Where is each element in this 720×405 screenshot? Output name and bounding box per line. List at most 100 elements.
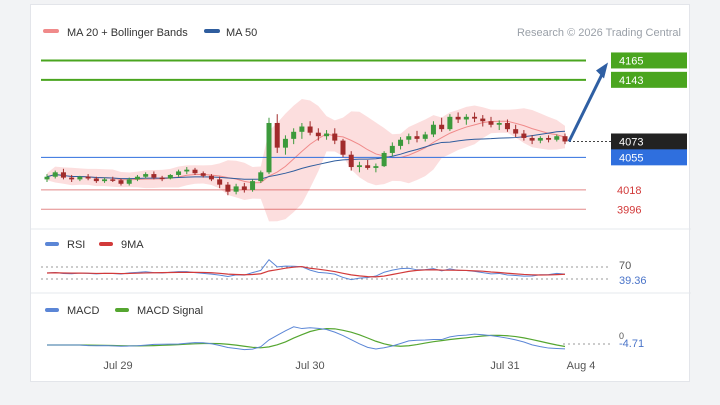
candle	[414, 136, 420, 139]
candle	[430, 124, 436, 135]
last-price-label: 4073	[619, 136, 643, 148]
candle	[348, 154, 354, 168]
main-legend: MA 20 + Bollinger Bands MA 50 Research ©…	[43, 27, 681, 39]
candle	[151, 174, 157, 178]
macd-last-value: -4.71	[619, 338, 644, 350]
support-price-label: 4018	[617, 185, 641, 197]
candle	[332, 133, 338, 141]
x-tick-label: Jul 31	[490, 360, 519, 372]
candle	[184, 169, 190, 172]
macd-legend-swatch	[45, 308, 59, 312]
ma50-legend-swatch	[204, 29, 220, 33]
chart-panel: MA 20 + Bollinger Bands MA 50 Research ©…	[30, 4, 691, 382]
support-price-label: 4055	[619, 152, 643, 164]
candle	[250, 181, 256, 190]
rsi-panel	[41, 259, 611, 281]
candle	[258, 172, 264, 182]
candle	[208, 175, 214, 180]
x-tick-label: Jul 30	[295, 360, 324, 372]
candle	[299, 126, 305, 132]
candle	[143, 174, 149, 177]
candle	[315, 132, 321, 137]
candle	[200, 173, 206, 176]
candle	[340, 140, 346, 155]
candle	[176, 171, 182, 175]
x-tick-label: Aug 4	[567, 360, 596, 372]
candle	[233, 186, 239, 192]
candle	[77, 176, 83, 180]
resistance-price-label: 4165	[619, 55, 643, 67]
rsi-9ma-legend-swatch	[99, 242, 113, 246]
x-axis: Jul 29 Jul 30 Jul 31 Aug 4	[103, 360, 595, 372]
last-price-tag	[611, 133, 687, 150]
candle	[324, 133, 330, 137]
rsi-legend-swatch	[45, 242, 59, 246]
candle	[282, 138, 288, 148]
candle	[521, 133, 527, 138]
candle	[134, 176, 140, 180]
candle	[192, 169, 198, 174]
candle	[167, 174, 173, 179]
candle	[447, 116, 453, 130]
rsi-9ma-line	[46, 265, 566, 278]
macd-line	[47, 326, 566, 351]
macd-legend: MACD MACD Signal	[45, 305, 203, 317]
ma20-legend-swatch	[43, 29, 59, 33]
candle	[373, 166, 379, 168]
rsi-legend-label: RSI	[67, 239, 85, 251]
candle	[389, 145, 395, 153]
candle	[307, 126, 313, 133]
ma20-legend-label: MA 20 + Bollinger Bands	[67, 27, 188, 39]
candle	[529, 137, 535, 141]
candle	[93, 178, 99, 182]
candle	[398, 139, 404, 146]
candle	[480, 118, 486, 122]
macd-level-label: 0	[619, 331, 624, 341]
candle	[488, 121, 494, 125]
candle	[274, 122, 280, 148]
candle	[291, 131, 297, 139]
price-chart: MA 20 + Bollinger Bands MA 50 Research ©…	[31, 27, 691, 372]
macd-signal-legend-label: MACD Signal	[137, 305, 203, 317]
candle	[381, 152, 387, 167]
candle	[562, 136, 568, 142]
forecast-arrow-shaft	[567, 73, 604, 143]
candle	[422, 134, 428, 139]
ma20-line	[46, 120, 566, 184]
resistance-price-tag	[611, 71, 687, 88]
macd-signal-legend-swatch	[115, 308, 129, 312]
ma50-line	[46, 130, 566, 180]
macd-signal-line	[47, 328, 566, 349]
candle	[537, 137, 543, 141]
candle	[365, 165, 371, 168]
support-price-label: 3996	[617, 204, 641, 216]
candle	[217, 179, 223, 185]
resistance-price-tag	[611, 52, 687, 69]
candle	[504, 122, 510, 130]
candle	[241, 186, 247, 190]
research-credit: Research © 2026 Trading Central	[517, 27, 681, 39]
candle	[52, 172, 58, 177]
rsi-level-label: 70	[619, 260, 631, 272]
candle	[159, 177, 165, 180]
candle	[439, 124, 445, 130]
candle	[60, 172, 66, 178]
main-price-panel: 4165 4143 4073 4055 4018 3996	[41, 52, 687, 222]
candle	[126, 179, 132, 184]
candle	[110, 179, 116, 181]
forecast-arrow-head	[596, 62, 608, 79]
candle	[406, 136, 412, 140]
candle	[102, 179, 108, 182]
candle	[118, 180, 124, 184]
candle	[44, 176, 50, 180]
candle	[554, 136, 560, 140]
candle	[496, 122, 502, 125]
rsi-legend: RSI 9MA	[45, 239, 144, 251]
macd-panel	[47, 326, 611, 351]
rsi-line	[46, 259, 566, 281]
candle	[472, 116, 478, 119]
ma50-legend-label: MA 50	[226, 27, 257, 39]
candle	[463, 116, 469, 120]
candle	[513, 129, 519, 134]
candle	[225, 184, 231, 192]
